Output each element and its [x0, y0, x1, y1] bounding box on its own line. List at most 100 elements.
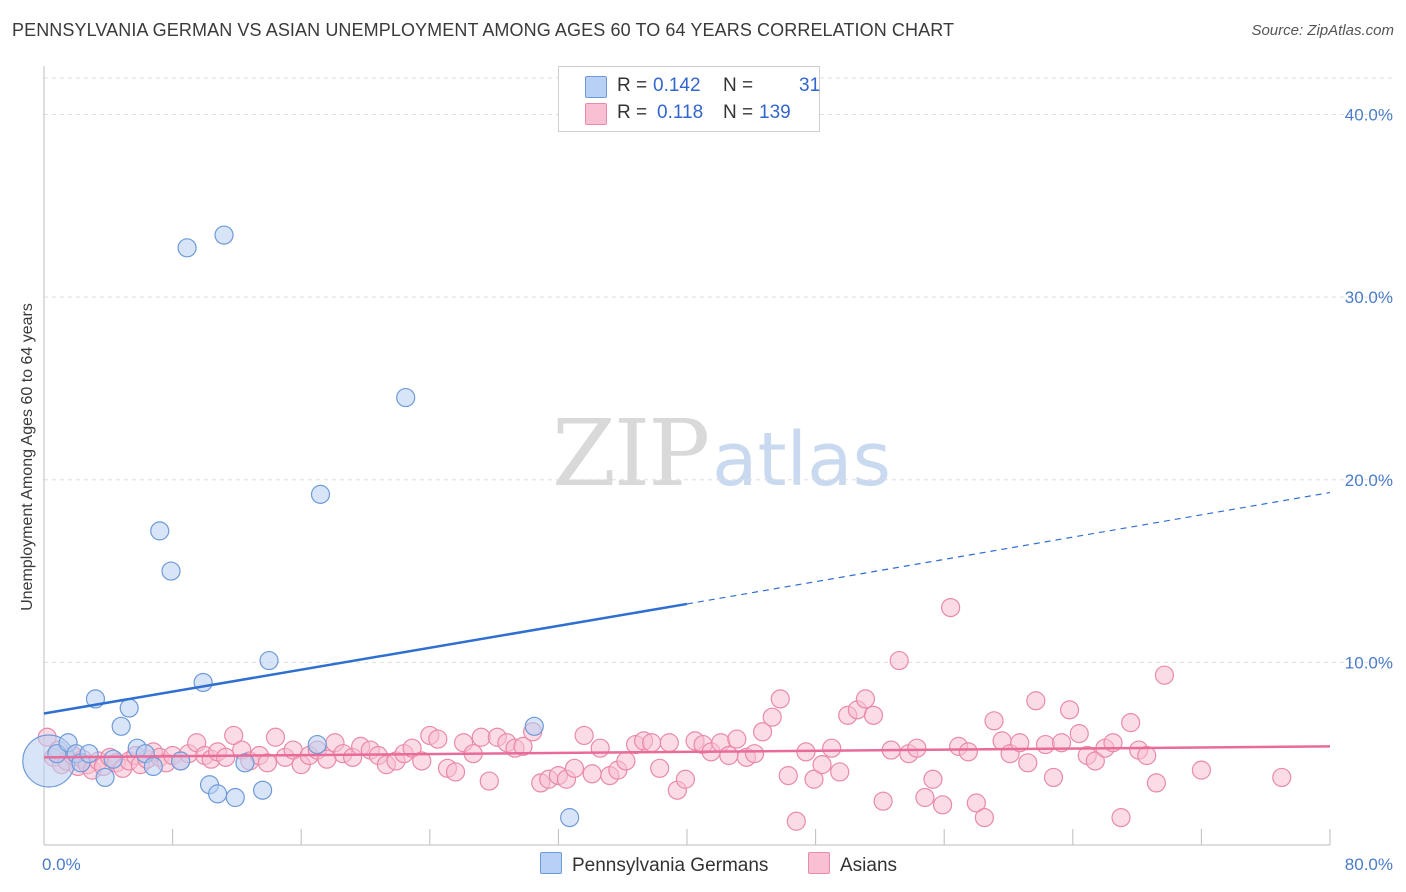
bottom-legend-asians: Asians [808, 852, 897, 877]
legend-n-value: 31 [799, 75, 821, 96]
bottom-legend-swatch-pink [808, 852, 830, 874]
y-tick-label: 40.0% [1345, 106, 1393, 125]
point-asians [402, 738, 422, 758]
point-asians [1272, 767, 1292, 788]
source-credit: Source: ZipAtlas.com [1251, 22, 1394, 39]
point-asians [1146, 773, 1166, 793]
stats-legend: R = 0.142 N = 31 R = 0.118 N = 139 [558, 66, 820, 132]
point-asians [932, 795, 953, 815]
point-asians [1018, 753, 1038, 773]
point-asians [265, 727, 286, 747]
legend-swatch-blue [585, 76, 607, 98]
point-asians [582, 764, 602, 784]
point-asians [778, 766, 798, 786]
point-pennsylvania-germans [253, 780, 273, 800]
data-points [22, 225, 1292, 831]
legend-r-value: 0.118 [657, 102, 704, 123]
bottom-legend-pennsylvania-germans: Pennsylvania Germans [540, 852, 768, 877]
chart-title: PENNSYLVANIA GERMAN VS ASIAN UNEMPLOYMEN… [12, 20, 955, 40]
point-asians [830, 762, 850, 782]
point-asians [1026, 691, 1046, 711]
watermark-zip: ZIP [552, 400, 710, 507]
point-asians [616, 751, 636, 771]
point-asians [1121, 713, 1141, 733]
point-pennsylvania-germans [524, 716, 544, 736]
point-asians [1051, 733, 1072, 753]
point-pennsylvania-germans [259, 650, 279, 671]
point-asians [659, 733, 679, 753]
x-tick-label: 80.0% [1345, 855, 1393, 874]
bottom-legend-label-pink: Asians [840, 855, 898, 876]
axes [43, 66, 1331, 846]
grid-lines [44, 77, 1392, 663]
point-asians [675, 769, 695, 789]
point-asians [770, 689, 790, 709]
watermark: ZIPatlas [552, 400, 891, 507]
point-asians [974, 808, 994, 828]
point-asians [412, 751, 432, 771]
y-tick-label: 30.0% [1345, 288, 1393, 307]
point-asians [907, 738, 927, 758]
point-pennsylvania-germans [103, 749, 123, 769]
point-pennsylvania-germans [310, 484, 331, 504]
point-asians [923, 769, 943, 789]
point-asians [1035, 734, 1056, 755]
point-asians [786, 811, 806, 831]
bottom-legend-swatch-blue [540, 852, 562, 874]
point-pennsylvania-germans [161, 561, 181, 581]
point-asians [804, 769, 824, 789]
point-pennsylvania-germans [214, 225, 234, 245]
point-asians [889, 650, 909, 671]
point-asians [1043, 767, 1064, 788]
point-pennsylvania-germans [95, 767, 115, 788]
point-asians [984, 711, 1004, 731]
point-pennsylvania-germans [111, 716, 131, 736]
legend-r-value: 0.142 [653, 75, 701, 96]
point-pennsylvania-germans [560, 808, 580, 828]
point-asians [216, 747, 236, 767]
point-asians [855, 689, 876, 709]
tick-labels: 10.0% 20.0% 30.0% 40.0% 0.0% 80.0% [42, 106, 1393, 874]
point-asians [590, 738, 610, 758]
trend-lines [43, 491, 1331, 759]
point-asians [1191, 760, 1212, 780]
point-asians [479, 771, 499, 791]
point-asians [1010, 733, 1030, 753]
point-asians [471, 727, 491, 747]
y-tick-label: 20.0% [1345, 471, 1393, 490]
point-asians [1085, 751, 1105, 771]
point-asians [224, 725, 244, 746]
legend-r-label: R = [617, 102, 648, 123]
point-asians [863, 705, 884, 725]
point-asians [428, 729, 448, 749]
legend-n-value: 139 [759, 102, 791, 123]
point-asians [1137, 745, 1157, 766]
point-pennsylvania-germans [119, 698, 139, 718]
point-pennsylvania-germans [225, 787, 245, 808]
point-pennsylvania-germans [235, 753, 255, 773]
point-pennsylvania-germans [79, 744, 99, 764]
legend-n-label: N = [723, 75, 754, 96]
point-asians [1059, 700, 1080, 720]
legend-n-label: N = [723, 102, 754, 123]
point-asians [1154, 665, 1175, 685]
point-asians [958, 742, 978, 762]
point-asians [445, 762, 466, 782]
point-asians [744, 744, 765, 764]
point-pennsylvania-germans [208, 784, 228, 804]
point-asians [1069, 724, 1089, 744]
point-pennsylvania-germans [150, 521, 170, 541]
point-pennsylvania-germans [177, 238, 197, 258]
bottom-legend-label-blue: Pennsylvania Germans [572, 855, 769, 876]
point-asians [966, 793, 986, 813]
point-asians [941, 597, 961, 618]
point-asians [513, 736, 533, 756]
point-pennsylvania-germans [307, 734, 327, 755]
point-asians [822, 738, 842, 758]
point-asians [574, 725, 594, 746]
legend-swatch-pink [585, 103, 607, 125]
trend-line-pennsylvania-germans [43, 602, 688, 715]
point-asians [650, 758, 670, 778]
point-pennsylvania-germans [171, 751, 191, 771]
